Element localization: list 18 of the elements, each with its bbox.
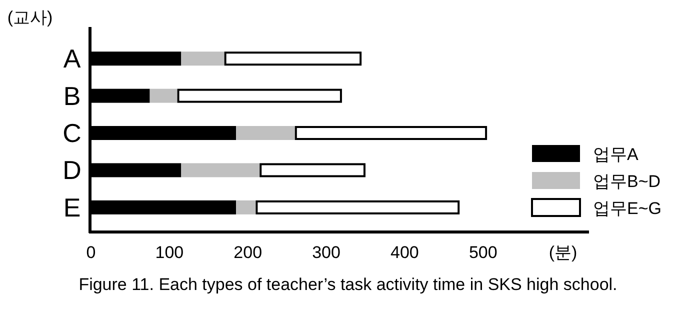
plot: A B C D E 0 100 200 300 400 500 (분) (교사) <box>7 8 589 262</box>
category: A <box>63 44 81 74</box>
category: E <box>63 192 81 222</box>
category: D <box>62 155 82 186</box>
x-tick-label: 400 <box>390 243 419 262</box>
legend-label: 업무E~G <box>593 199 662 218</box>
y-axis-title: (교사) <box>7 8 53 27</box>
x-tick-label: 500 <box>468 243 498 262</box>
category: B <box>63 80 81 111</box>
legend-label: 업무B~D <box>593 172 661 191</box>
caption: Figure 11. Each types of teacher’s task activity time in SKS high school. <box>78 275 618 294</box>
legend-label: 업무A <box>593 145 639 164</box>
x-axis-title: (분) <box>548 243 578 262</box>
x-tick-label: 200 <box>234 243 262 262</box>
x-tick-label: 100 <box>155 243 184 262</box>
x-tick-label: 300 <box>312 243 340 262</box>
category: C <box>62 118 82 148</box>
x-tick-label: 0 <box>86 243 96 262</box>
